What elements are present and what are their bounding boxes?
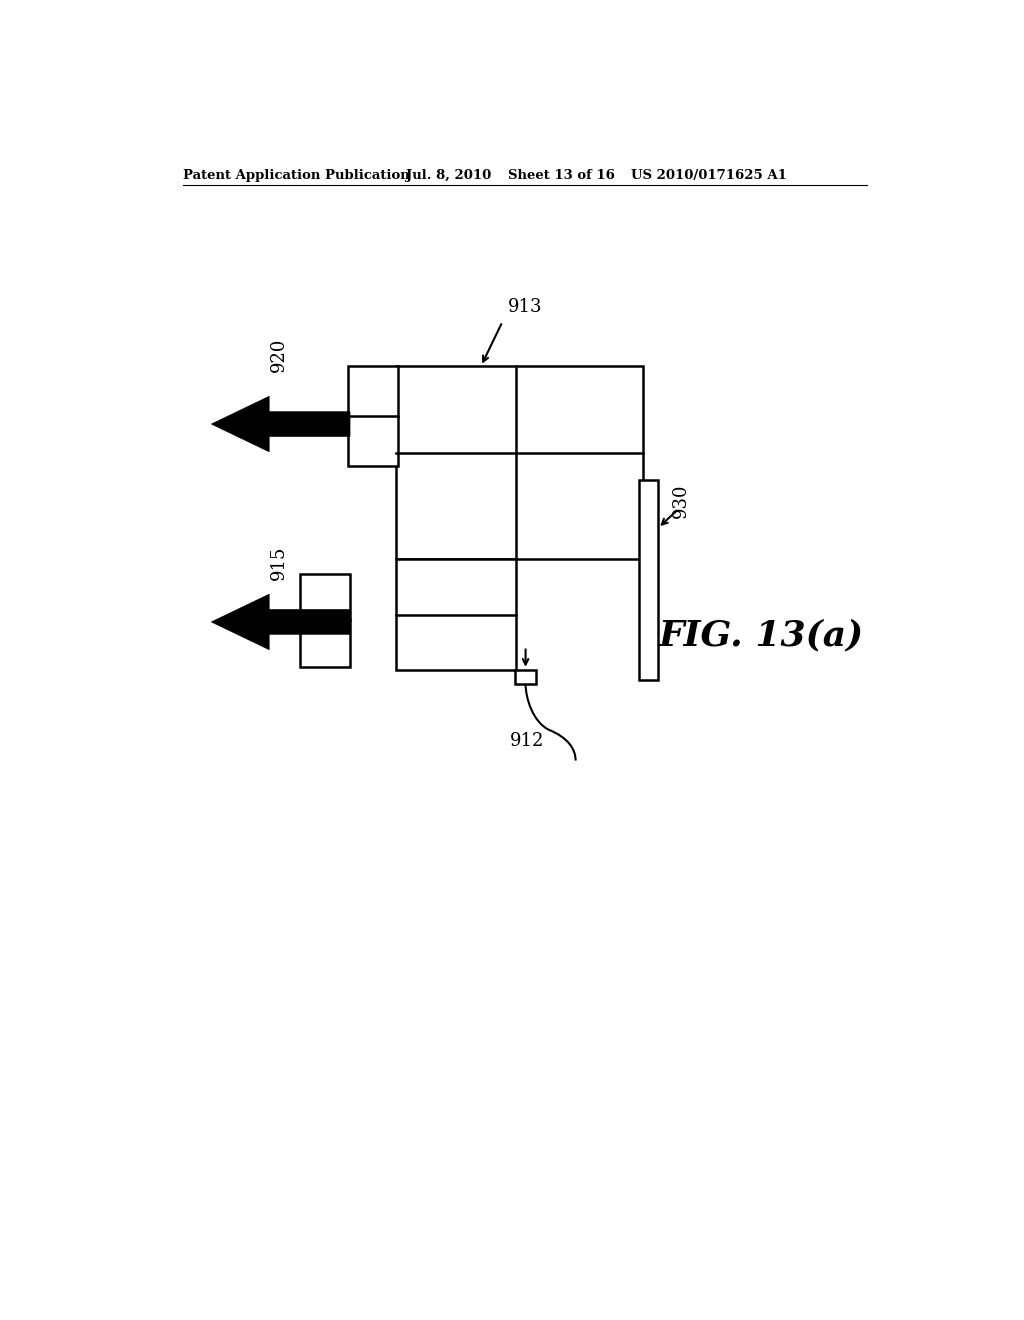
Text: 930: 930 — [672, 484, 690, 519]
Text: Jul. 8, 2010: Jul. 8, 2010 — [407, 169, 492, 182]
Text: 920: 920 — [270, 338, 288, 372]
Bar — [300, 574, 350, 667]
Polygon shape — [211, 594, 350, 649]
Text: Sheet 13 of 16: Sheet 13 of 16 — [508, 169, 614, 182]
Bar — [348, 367, 397, 466]
Bar — [639, 480, 658, 681]
Bar — [396, 558, 515, 671]
Text: Patent Application Publication: Patent Application Publication — [183, 169, 410, 182]
Text: 912: 912 — [510, 733, 545, 750]
Bar — [515, 669, 537, 684]
Bar — [396, 367, 643, 558]
Text: 915: 915 — [270, 545, 288, 579]
Text: US 2010/0171625 A1: US 2010/0171625 A1 — [631, 169, 786, 182]
Polygon shape — [211, 396, 350, 451]
Text: 913: 913 — [508, 298, 543, 317]
Text: FIG. 13(a): FIG. 13(a) — [659, 619, 864, 653]
